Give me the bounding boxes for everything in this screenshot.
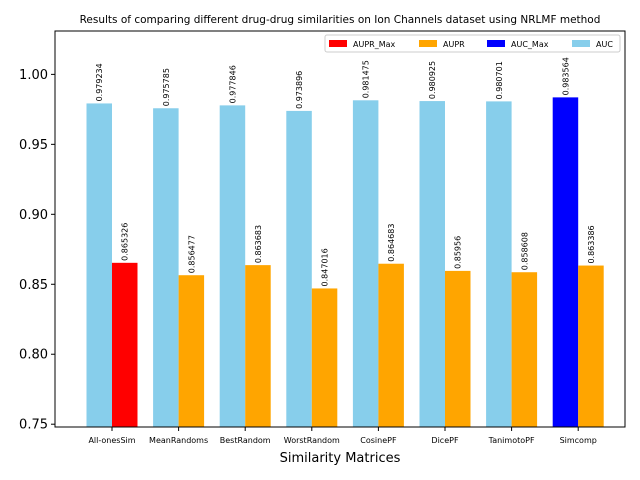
data-label-auc-4: 0.981475 [362,60,371,98]
bar-auc-4 [352,100,379,428]
data-label-aupr-5: 0.85956 [454,236,463,269]
bar-aupr-5 [445,270,471,427]
data-label-auc-3: 0.973896 [295,71,304,109]
bar-auc-6 [486,101,512,427]
legend-swatch-0 [329,40,347,47]
y-tick-label-0: 0.75 [19,418,48,433]
y-tick-label-4: 0.95 [19,138,48,153]
legend-label-2: AUC_Max [511,40,549,49]
data-label-aupr-0: 0.865326 [121,223,130,261]
bar-aupr-0 [112,262,138,427]
legend-swatch-3 [572,40,590,47]
legend-label-1: AUPR [443,40,465,49]
plot-frame [54,30,626,428]
x-axis-label: Similarity Matrices [280,451,401,466]
bar-auc-2 [219,105,246,427]
y-tick-label-1: 0.80 [19,348,48,363]
data-labels-layer: 0.979234 0.865326 0.975785 0.856477 0.977846… [95,57,596,286]
data-label-aupr-1: 0.856477 [187,235,196,273]
bar-aupr-1 [178,275,205,427]
y-tick-label-2: 0.85 [19,278,48,293]
data-label-aupr-7: 0.863386 [587,225,596,263]
data-label-auc-0: 0.979234 [95,63,104,101]
bar-auc-0 [86,103,112,427]
bars-layer [86,97,604,428]
chart-title: Results of comparing different drug-drug… [80,14,601,26]
x-tick-label-2: BestRandom [220,436,271,445]
data-label-auc-2: 0.977846 [228,65,237,103]
x-tick-label-1: MeanRandoms [149,436,208,445]
x-tick-label-5: DicePF [431,436,459,445]
bar-aupr-6 [511,272,538,427]
legend-swatch-2 [487,40,505,47]
bar-aupr-3 [311,288,338,427]
legend: AUPR_Max AUPR AUC_Max AUC [324,34,621,53]
bar-aupr-2 [245,265,271,427]
legend-swatch-1 [419,40,437,47]
data-label-auc-1: 0.975785 [162,68,171,106]
legend-label-0: AUPR_Max [353,40,396,49]
legend-box [324,34,621,53]
bar-auc-5 [419,101,445,427]
bar-auc-3 [286,110,312,427]
data-label-aupr-2: 0.863683 [254,225,263,263]
bar-aupr-4 [378,263,404,427]
x-axis: All-onesSim MeanRandoms BestRandom WorstRan… [88,427,597,445]
bar-auc-1 [153,108,179,428]
x-tick-label-6: TanimotoPF [488,436,535,445]
x-tick-label-4: CosinePF [360,436,397,445]
y-tick-label-5: 1.00 [19,68,48,83]
x-tick-label-0: All-onesSim [88,436,135,445]
data-label-auc-6: 0.980701 [495,61,504,99]
data-label-aupr-4: 0.864683 [387,224,396,262]
data-label-auc-5: 0.980925 [428,61,437,99]
x-tick-label-7: Simcomp [560,436,597,445]
data-label-auc-7: 0.983564 [561,57,570,95]
y-axis: 0.75 0.80 0.85 0.90 0.95 1.00 [19,68,55,433]
y-tick-label-3: 0.90 [19,208,48,223]
data-label-aupr-3: 0.847016 [321,248,330,286]
x-tick-label-3: WorstRandom [284,436,340,445]
bar-auc-7 [552,97,579,427]
legend-label-3: AUC [596,40,613,49]
data-label-aupr-6: 0.858608 [520,232,529,270]
bar-aupr-7 [578,265,604,427]
